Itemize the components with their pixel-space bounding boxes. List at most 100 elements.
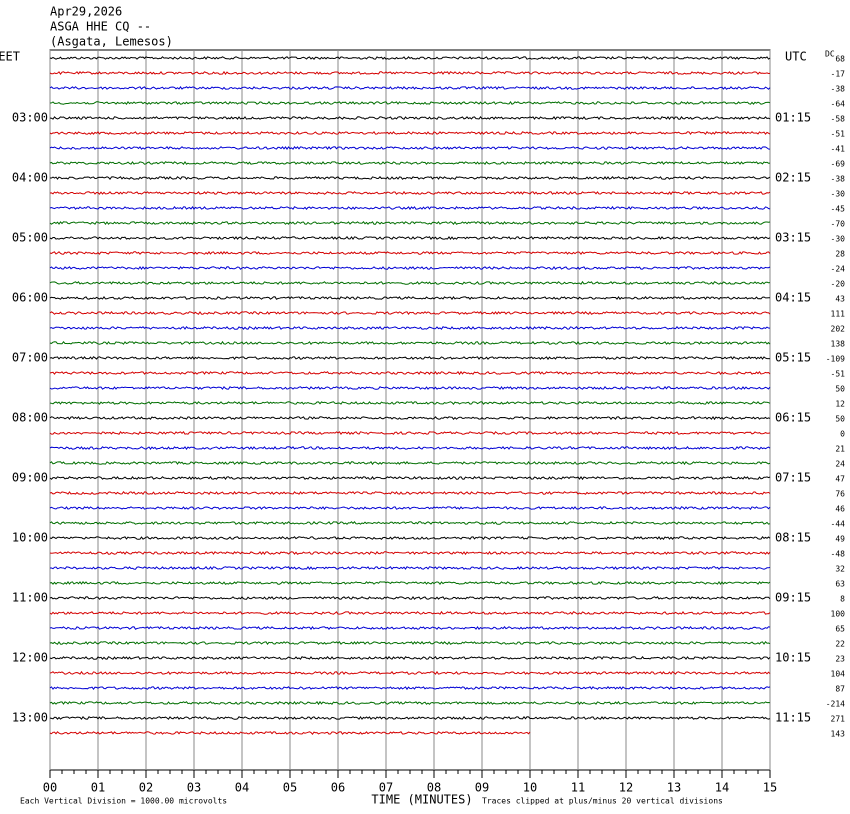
right-hour-label: 06:15	[775, 411, 811, 425]
dc-offset: 47	[835, 475, 845, 484]
left-hour-label: 11:00	[12, 591, 48, 605]
left-hour-label: 07:00	[12, 351, 48, 365]
x-tick-label: 05	[283, 781, 297, 795]
scale-note: Each Vertical Division = 1000.00 microvo…	[20, 797, 227, 806]
left-hour-label: 12:00	[12, 651, 48, 665]
trace	[49, 340, 771, 345]
trace	[49, 700, 771, 706]
dc-offset: 104	[831, 670, 846, 679]
x-tick-label: 04	[235, 781, 249, 795]
x-tick-label: 06	[331, 781, 345, 795]
x-tick-label: 09	[475, 781, 489, 795]
right-hour-label: 09:15	[775, 591, 811, 605]
x-tick-label: 14	[715, 781, 729, 795]
trace	[50, 176, 771, 181]
dc-offset: 21	[835, 445, 845, 454]
dc-offset: -17	[831, 70, 846, 79]
trace	[49, 475, 771, 481]
trace	[49, 431, 771, 435]
dc-offset: -70	[831, 220, 846, 229]
dc-offset: 100	[831, 610, 846, 619]
right-hour-label: 02:15	[775, 171, 811, 185]
trace	[49, 640, 771, 645]
trace	[49, 580, 771, 586]
x-tick-label: 15	[763, 781, 777, 795]
x-tick-label: 02	[139, 781, 153, 795]
trace	[49, 656, 771, 660]
x-axis-label: TIME (MINUTES)	[371, 793, 472, 807]
x-tick-label: 08	[427, 781, 441, 795]
dc-offset: 28	[835, 250, 845, 259]
station: ASGA HHE CQ --	[50, 20, 151, 34]
trace	[49, 145, 771, 150]
left-hour-label: 03:00	[12, 111, 48, 125]
dc-offset: 87	[835, 685, 845, 694]
x-tick-label: 10	[523, 781, 537, 795]
trace	[49, 295, 770, 301]
dc-offset: -69	[831, 160, 846, 169]
dc-offset: -109	[826, 355, 845, 364]
trace	[49, 370, 771, 376]
left-hour-label: 04:00	[12, 171, 48, 185]
left-hour-label: 08:00	[12, 411, 48, 425]
trace	[49, 670, 771, 675]
x-tick-label: 07	[379, 781, 393, 795]
left-hour-label: 09:00	[12, 471, 48, 485]
trace	[49, 401, 771, 406]
trace	[49, 521, 771, 525]
trace	[49, 70, 771, 75]
right-hour-label: 05:15	[775, 351, 811, 365]
trace	[49, 236, 771, 240]
right-hour-label: 10:15	[775, 651, 811, 665]
clip-note: Traces clipped at plus/minus 20 vertical…	[482, 797, 723, 806]
dc-offset: 65	[835, 625, 845, 634]
dc-offset: -64	[831, 100, 846, 109]
dc-offset: 32	[835, 565, 845, 574]
right-hour-label: 01:15	[775, 111, 811, 125]
left-timezone: EET	[0, 50, 20, 64]
trace	[49, 536, 771, 540]
trace	[49, 205, 771, 211]
dc-offset: -44	[831, 520, 846, 529]
dc-offset: -51	[831, 130, 846, 139]
trace	[49, 326, 771, 330]
dc-offset: 50	[835, 415, 845, 424]
right-timezone: UTC	[785, 50, 807, 64]
trace	[49, 131, 771, 136]
dc-offset: 138	[831, 340, 846, 349]
x-tick-label: 12	[619, 781, 633, 795]
dc-offset: -30	[831, 190, 846, 199]
trace	[49, 160, 771, 165]
dc-offset: -45	[831, 205, 846, 214]
x-tick-label: 01	[91, 781, 105, 795]
left-hour-label: 10:00	[12, 531, 48, 545]
x-tick-label: 03	[187, 781, 201, 795]
right-hour-label: 11:15	[775, 711, 811, 725]
trace	[49, 115, 771, 121]
dc-offset: -38	[831, 85, 846, 94]
trace	[49, 686, 771, 691]
dc-offset: 76	[835, 490, 845, 499]
trace	[50, 566, 771, 570]
dc-offset: -30	[831, 235, 846, 244]
dc-offset: -20	[831, 280, 846, 289]
dc-offset: 24	[835, 460, 845, 469]
dc-offset: 143	[831, 730, 846, 739]
dc-offset: -24	[831, 265, 846, 274]
trace	[49, 415, 771, 421]
trace	[49, 86, 771, 91]
dc-offset: -48	[831, 550, 846, 559]
x-tick-label: 00	[43, 781, 57, 795]
dc-offset: 23	[835, 655, 845, 664]
dc-offset: 12	[835, 400, 845, 409]
trace	[49, 250, 771, 256]
dc-offset: 111	[831, 310, 846, 319]
dc-offset: 22	[835, 640, 845, 649]
dc-label: DC	[825, 50, 835, 59]
trace	[49, 266, 771, 270]
trace	[49, 310, 771, 315]
location: (Asgata, Lemesos)	[50, 35, 173, 49]
dc-offset: 43	[835, 295, 845, 304]
trace	[49, 190, 771, 196]
